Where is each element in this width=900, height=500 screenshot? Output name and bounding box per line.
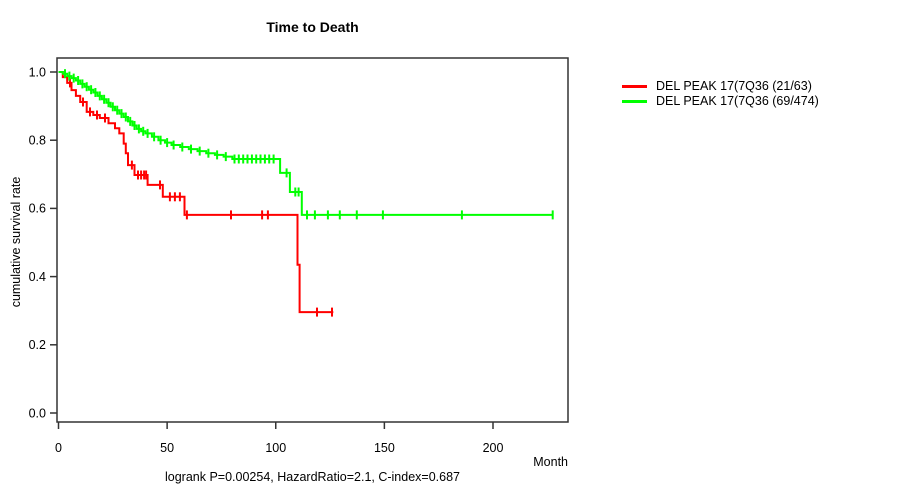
legend-item: DEL PEAK 17(7Q36 (21/63) bbox=[622, 79, 819, 94]
y-tick-label: 0.4 bbox=[29, 270, 46, 284]
legend-item: DEL PEAK 17(7Q36 (69/474) bbox=[622, 94, 819, 109]
y-axis-title: cumulative survival rate bbox=[9, 176, 23, 308]
legend: DEL PEAK 17(7Q36 (21/63) DEL PEAK 17(7Q3… bbox=[622, 79, 819, 109]
y-tick-label: 0.8 bbox=[29, 134, 46, 148]
legend-swatch bbox=[622, 100, 647, 103]
x-tick-label: 0 bbox=[55, 441, 62, 455]
x-tick-label: 200 bbox=[483, 441, 504, 455]
x-tick-label: 50 bbox=[160, 441, 174, 455]
legend-label: DEL PEAK 17(7Q36 (21/63) bbox=[656, 79, 812, 93]
survival-curve bbox=[58, 71, 553, 216]
legend-swatch bbox=[622, 85, 647, 88]
x-tick-label: 150 bbox=[374, 441, 395, 455]
chart-title: Time to Death bbox=[266, 19, 359, 35]
y-tick-label: 0.0 bbox=[29, 406, 46, 420]
legend-label: DEL PEAK 17(7Q36 (69/474) bbox=[656, 94, 819, 108]
plot-box bbox=[56, 57, 569, 423]
y-tick-label: 0.6 bbox=[29, 202, 46, 216]
stats-annotation: logrank P=0.00254, HazardRatio=2.1, C-in… bbox=[165, 470, 460, 484]
y-tick-label: 1.0 bbox=[29, 65, 46, 79]
x-tick-label: 100 bbox=[265, 441, 286, 455]
survival-curve bbox=[58, 71, 334, 314]
x-axis-title: Month bbox=[533, 455, 568, 469]
y-tick-label: 0.2 bbox=[29, 338, 46, 352]
